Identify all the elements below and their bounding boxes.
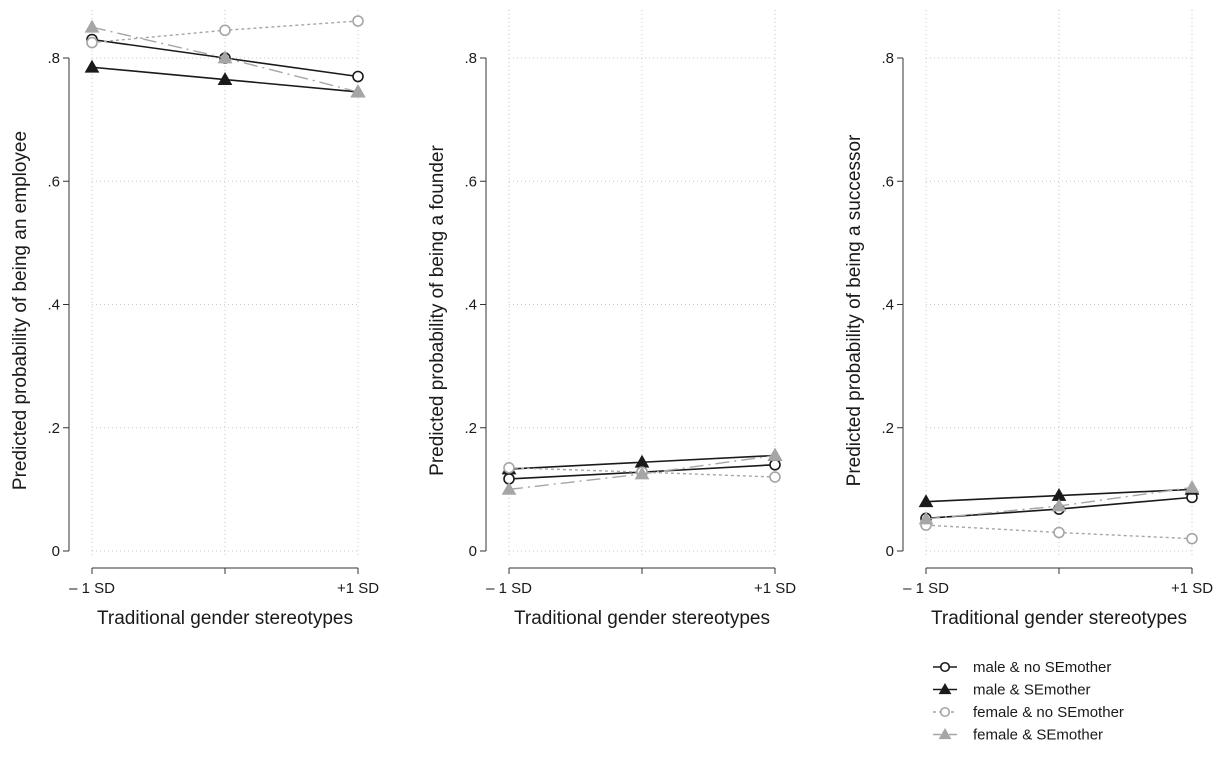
legend-marker-swatch bbox=[938, 727, 952, 740]
x-tick-label: – 1 SD bbox=[69, 580, 115, 597]
series-4 bbox=[84, 19, 366, 98]
data-point bbox=[918, 511, 934, 525]
data-point bbox=[84, 59, 100, 73]
y-tick-label: .6 bbox=[47, 173, 60, 190]
x-axis-title: Traditional gender stereotypes bbox=[931, 608, 1187, 629]
legend: male & no SEmother male & SEmother female … bbox=[933, 659, 1124, 744]
y-tick-label: .8 bbox=[464, 50, 477, 67]
panel-1: 0 .2 .4 .6 .8 – 1 SD +1 SD Traditional gender s… bbox=[10, 10, 379, 629]
data-point bbox=[501, 481, 517, 495]
x-axis-title: Traditional gender stereotypes bbox=[514, 608, 770, 629]
data-point bbox=[503, 462, 515, 474]
data-point bbox=[84, 19, 100, 33]
data-point bbox=[918, 494, 934, 508]
series-3 bbox=[86, 15, 364, 49]
y-axis-title: Predicted probability of being a founder bbox=[427, 145, 448, 476]
legend-marker-swatch bbox=[939, 661, 951, 673]
x-tick-label: – 1 SD bbox=[486, 580, 532, 597]
data-point bbox=[1186, 532, 1198, 545]
y-tick-label: 0 bbox=[469, 543, 477, 560]
panel-3: 0 .2 .4 .6 .8 – 1 SD +1 SD Traditional gender s… bbox=[844, 10, 1213, 629]
legend-marker-swatch bbox=[938, 682, 952, 695]
data-point bbox=[767, 447, 783, 461]
y-tick-label: .2 bbox=[47, 420, 60, 437]
legend-marker-swatch bbox=[939, 706, 951, 718]
legend-item: male & no SEmother bbox=[933, 659, 1111, 676]
data-point bbox=[1051, 498, 1067, 512]
series-4 bbox=[918, 480, 1200, 525]
legend-label: female & SEmother bbox=[973, 727, 1103, 744]
y-tick-label: .6 bbox=[881, 173, 894, 190]
y-tick-label: 0 bbox=[886, 543, 894, 560]
data-point bbox=[86, 36, 98, 49]
data-point bbox=[217, 50, 233, 64]
legend-item: female & SEmother bbox=[933, 727, 1103, 744]
y-tick-label: .2 bbox=[881, 420, 894, 437]
series-4 bbox=[501, 447, 783, 495]
data-point bbox=[769, 458, 781, 471]
y-axis-title: Predicted probability of being a success… bbox=[844, 134, 865, 486]
x-tick-label: +1 SD bbox=[754, 580, 796, 597]
y-tick-label: 0 bbox=[52, 543, 60, 560]
y-tick-label: .4 bbox=[464, 297, 477, 314]
data-point bbox=[352, 70, 364, 83]
y-tick-label: .8 bbox=[881, 50, 894, 67]
legend-label: female & no SEmother bbox=[973, 704, 1124, 721]
legend-item: male & SEmother bbox=[933, 682, 1091, 699]
data-point bbox=[217, 72, 233, 85]
y-tick-label: .2 bbox=[464, 420, 477, 437]
legend-item: female & no SEmother bbox=[933, 704, 1124, 721]
data-point bbox=[1053, 526, 1065, 539]
panel-2: 0 .2 .4 .6 .8 – 1 SD +1 SD Traditional gender s… bbox=[427, 10, 796, 629]
y-tick-label: .4 bbox=[881, 297, 894, 314]
legend-label: male & SEmother bbox=[973, 682, 1091, 699]
y-tick-label: .6 bbox=[464, 173, 477, 190]
x-axis-title: Traditional gender stereotypes bbox=[97, 608, 353, 629]
series-3 bbox=[920, 519, 1198, 545]
data-point bbox=[634, 466, 650, 480]
y-tick-label: .4 bbox=[47, 297, 60, 314]
x-tick-label: – 1 SD bbox=[903, 580, 949, 597]
x-tick-label: +1 SD bbox=[1171, 580, 1213, 597]
y-tick-label: .8 bbox=[47, 50, 60, 67]
data-point bbox=[219, 24, 231, 37]
x-tick-label: +1 SD bbox=[337, 580, 379, 597]
y-axis-title: Predicted probability of being an employ… bbox=[10, 131, 31, 490]
data-point bbox=[769, 471, 781, 483]
data-point bbox=[1184, 480, 1200, 493]
data-point bbox=[352, 15, 364, 27]
legend-label: male & no SEmother bbox=[973, 659, 1111, 676]
data-point bbox=[350, 84, 366, 98]
